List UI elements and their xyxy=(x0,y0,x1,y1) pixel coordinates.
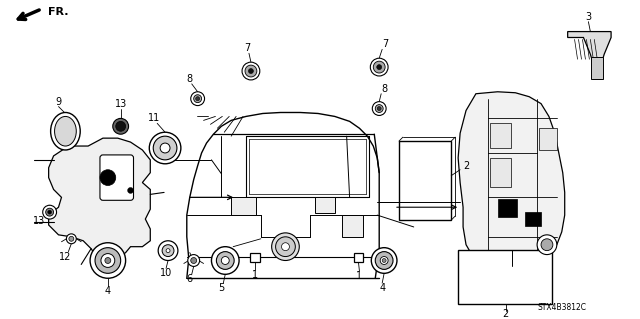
Text: 1: 1 xyxy=(356,271,362,281)
Circle shape xyxy=(191,92,205,106)
Circle shape xyxy=(166,249,170,253)
Text: STX4B3812C: STX4B3812C xyxy=(538,303,586,312)
Circle shape xyxy=(116,121,125,131)
Circle shape xyxy=(216,252,234,269)
Text: 13: 13 xyxy=(33,216,45,226)
Circle shape xyxy=(382,258,386,263)
Circle shape xyxy=(153,136,177,160)
Circle shape xyxy=(372,102,386,115)
Text: 9: 9 xyxy=(56,97,61,107)
Circle shape xyxy=(101,254,115,267)
Circle shape xyxy=(282,243,289,251)
Circle shape xyxy=(90,243,125,278)
Bar xyxy=(250,253,260,263)
Text: 2: 2 xyxy=(463,161,469,171)
Text: 6: 6 xyxy=(187,274,193,284)
Text: 7: 7 xyxy=(244,43,250,53)
Circle shape xyxy=(162,245,174,256)
Polygon shape xyxy=(458,92,564,268)
Circle shape xyxy=(371,58,388,76)
Circle shape xyxy=(67,234,76,244)
Circle shape xyxy=(127,188,134,193)
Bar xyxy=(525,212,541,226)
Circle shape xyxy=(194,95,202,103)
Circle shape xyxy=(100,170,116,186)
Circle shape xyxy=(371,248,397,273)
FancyBboxPatch shape xyxy=(100,155,134,200)
Bar xyxy=(490,123,511,148)
Circle shape xyxy=(69,236,74,241)
Circle shape xyxy=(43,205,56,219)
Text: 10: 10 xyxy=(160,268,172,278)
Circle shape xyxy=(271,233,300,261)
Circle shape xyxy=(160,143,170,153)
Bar xyxy=(399,141,451,220)
Circle shape xyxy=(221,256,229,264)
Text: 7: 7 xyxy=(382,40,388,49)
Circle shape xyxy=(377,65,381,70)
Circle shape xyxy=(149,132,181,164)
Bar xyxy=(231,197,256,215)
Circle shape xyxy=(377,107,381,110)
Circle shape xyxy=(375,252,393,269)
Bar xyxy=(458,250,552,304)
Circle shape xyxy=(541,239,553,251)
Text: FR.: FR. xyxy=(47,7,68,17)
Circle shape xyxy=(276,237,295,256)
Text: 8: 8 xyxy=(187,74,193,84)
Circle shape xyxy=(242,62,260,80)
Text: 2: 2 xyxy=(502,309,509,319)
Circle shape xyxy=(211,247,239,274)
Text: 4: 4 xyxy=(379,283,385,293)
Bar xyxy=(490,158,511,188)
Circle shape xyxy=(245,65,257,77)
Circle shape xyxy=(95,248,121,273)
Ellipse shape xyxy=(51,113,80,150)
Circle shape xyxy=(196,97,200,101)
Circle shape xyxy=(45,208,54,216)
Circle shape xyxy=(158,241,178,261)
Text: 5: 5 xyxy=(218,283,225,293)
Circle shape xyxy=(380,256,388,264)
Circle shape xyxy=(373,61,385,73)
Bar xyxy=(591,57,603,79)
Bar xyxy=(539,128,557,150)
Circle shape xyxy=(105,257,111,263)
Text: 1: 1 xyxy=(252,270,258,280)
Polygon shape xyxy=(568,32,611,79)
Text: 11: 11 xyxy=(148,114,161,123)
Text: 12: 12 xyxy=(60,252,72,262)
Circle shape xyxy=(191,257,196,263)
Bar xyxy=(342,215,364,237)
Bar xyxy=(353,253,364,263)
Circle shape xyxy=(47,210,52,214)
Bar xyxy=(315,197,335,213)
Text: 8: 8 xyxy=(381,84,387,94)
Text: 4: 4 xyxy=(105,286,111,296)
Circle shape xyxy=(537,235,557,255)
Circle shape xyxy=(113,118,129,134)
Circle shape xyxy=(375,105,383,113)
Circle shape xyxy=(248,69,253,73)
Circle shape xyxy=(188,255,200,266)
Ellipse shape xyxy=(54,116,76,146)
Bar xyxy=(498,199,517,217)
Polygon shape xyxy=(49,138,150,261)
Text: 13: 13 xyxy=(115,99,127,108)
Text: 3: 3 xyxy=(586,12,591,22)
